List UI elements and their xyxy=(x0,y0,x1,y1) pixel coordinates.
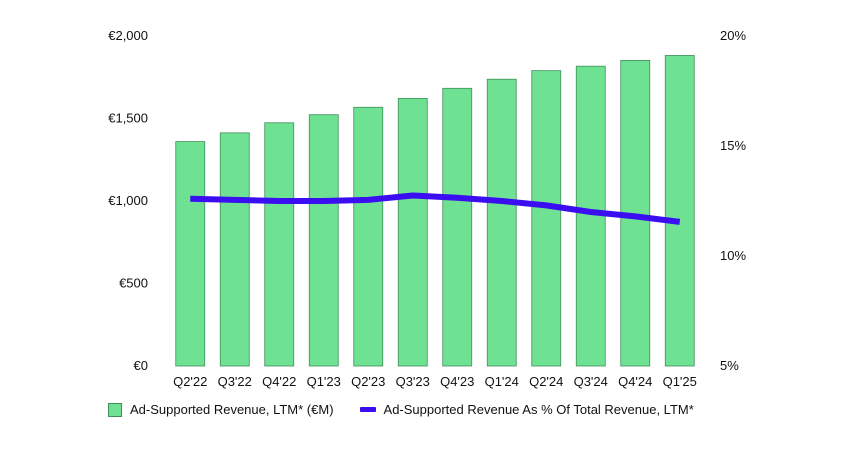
x-tick-label: Q1'23 xyxy=(307,374,341,389)
left-tick-label: €0 xyxy=(134,358,148,373)
left-tick-label: €1,500 xyxy=(108,111,148,126)
legend-item-bar: Ad-Supported Revenue, LTM* (€M) xyxy=(108,402,334,417)
x-tick-label: Q2'22 xyxy=(173,374,207,389)
bar-series xyxy=(175,55,695,367)
x-tick-label: Q1'25 xyxy=(663,374,697,389)
line-series xyxy=(190,192,681,225)
left-axis-ticks: €0 €500 €1,000 €1,500 €2,000 xyxy=(108,28,148,373)
left-tick-label: €2,000 xyxy=(108,28,148,43)
x-tick-label: Q2'24 xyxy=(529,374,563,389)
bar-Q2'24 xyxy=(531,70,562,367)
legend-label-line: Ad-Supported Revenue As % Of Total Reven… xyxy=(383,402,694,417)
x-tick-label: Q3'23 xyxy=(396,374,430,389)
bar-Q3'22 xyxy=(219,132,250,367)
left-tick-label: €500 xyxy=(119,276,148,291)
bar-Q1'23 xyxy=(308,114,339,367)
x-tick-label: Q4'23 xyxy=(440,374,474,389)
right-tick-label: 10% xyxy=(720,248,746,263)
bar-Q2'23 xyxy=(353,106,384,367)
left-tick-label: €1,000 xyxy=(108,193,148,208)
x-axis-ticks: Q2'22 Q3'22 Q4'22 Q1'23 Q2'23 Q3'23 Q4'23 Q1'24… xyxy=(173,374,697,389)
bar-Q4'22 xyxy=(264,122,295,367)
right-tick-label: 20% xyxy=(720,28,746,43)
x-tick-label: Q3'24 xyxy=(574,374,608,389)
x-tick-label: Q4'22 xyxy=(262,374,296,389)
line-path xyxy=(190,192,681,225)
x-tick-label: Q2'23 xyxy=(351,374,385,389)
bar-Q3'23 xyxy=(397,97,428,367)
right-axis-ticks: 5% 10% 15% 20% xyxy=(720,28,746,373)
legend-item-line: Ad-Supported Revenue As % Of Total Reven… xyxy=(334,402,694,417)
right-tick-label: 5% xyxy=(720,358,739,373)
legend-swatch-bar xyxy=(108,402,122,417)
legend-label-bar: Ad-Supported Revenue, LTM* (€M) xyxy=(130,402,334,417)
bar-Q3'24 xyxy=(575,65,606,367)
bar-Q2'22 xyxy=(175,141,206,367)
x-tick-label: Q4'24 xyxy=(618,374,652,389)
right-tick-label: 15% xyxy=(720,138,746,153)
x-tick-label: Q1'24 xyxy=(485,374,519,389)
bar-Q4'23 xyxy=(442,87,473,367)
bar-Q1'24 xyxy=(486,78,517,367)
legend-swatch-line xyxy=(359,407,376,412)
bar-Q1'25 xyxy=(664,55,695,367)
legend: Ad-Supported Revenue, LTM* (€M) Ad-Suppo… xyxy=(108,402,694,417)
x-tick-label: Q3'22 xyxy=(218,374,252,389)
